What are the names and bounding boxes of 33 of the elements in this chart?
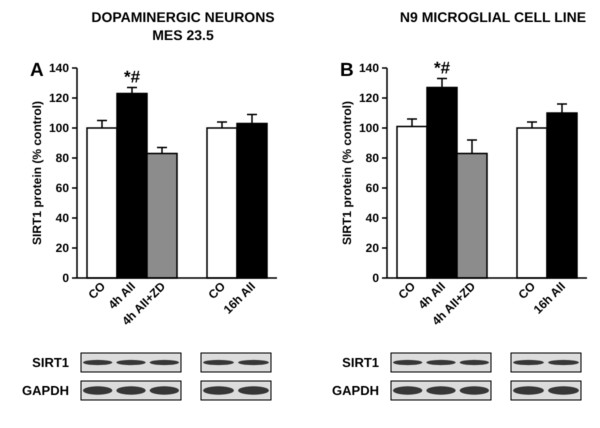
y-tick-label: 100 — [48, 121, 70, 136]
y-tick-label: 0 — [372, 271, 380, 286]
y-axis-title: SIRT1 protein (% control) — [340, 100, 354, 245]
y-tick-label: 0 — [62, 271, 70, 286]
chart-title: DOPAMINERGIC NEURONS — [91, 9, 275, 25]
text: A — [30, 60, 44, 81]
annotation: *# — [434, 58, 451, 78]
y-tick-label: 140 — [358, 61, 380, 76]
text: GAPDH — [22, 383, 69, 398]
y-tick-label: 20 — [366, 241, 380, 256]
y-tick-label: 60 — [56, 181, 70, 196]
y-tick-label: 100 — [358, 121, 380, 136]
y-tick-label: 120 — [48, 91, 70, 106]
text: GAPDH — [332, 383, 379, 398]
y-tick-label: 140 — [48, 61, 70, 76]
text: SIRT1 — [32, 355, 69, 370]
y-tick-label: 20 — [56, 241, 70, 256]
y-tick-label: 80 — [56, 151, 70, 166]
y-tick-label: 40 — [366, 211, 380, 226]
x-tick-label: CO — [395, 279, 418, 302]
text: SIRT1 — [342, 355, 379, 370]
x-tick-label: CO — [85, 279, 108, 302]
y-tick-label: 120 — [358, 91, 380, 106]
text: B — [340, 60, 354, 81]
y-tick-label: 40 — [56, 211, 70, 226]
x-tick-label: CO — [205, 279, 228, 302]
annotation: *# — [124, 68, 141, 86]
chart-subtitle: MES 23.5 — [152, 27, 214, 43]
y-tick-label: 60 — [366, 181, 380, 196]
x-tick-label: CO — [515, 279, 538, 302]
y-tick-label: 80 — [366, 151, 380, 166]
y-axis-title: SIRT1 protein (% control) — [30, 100, 44, 245]
chart-title: N9 MICROGLIAL CELL LINE — [400, 9, 586, 25]
